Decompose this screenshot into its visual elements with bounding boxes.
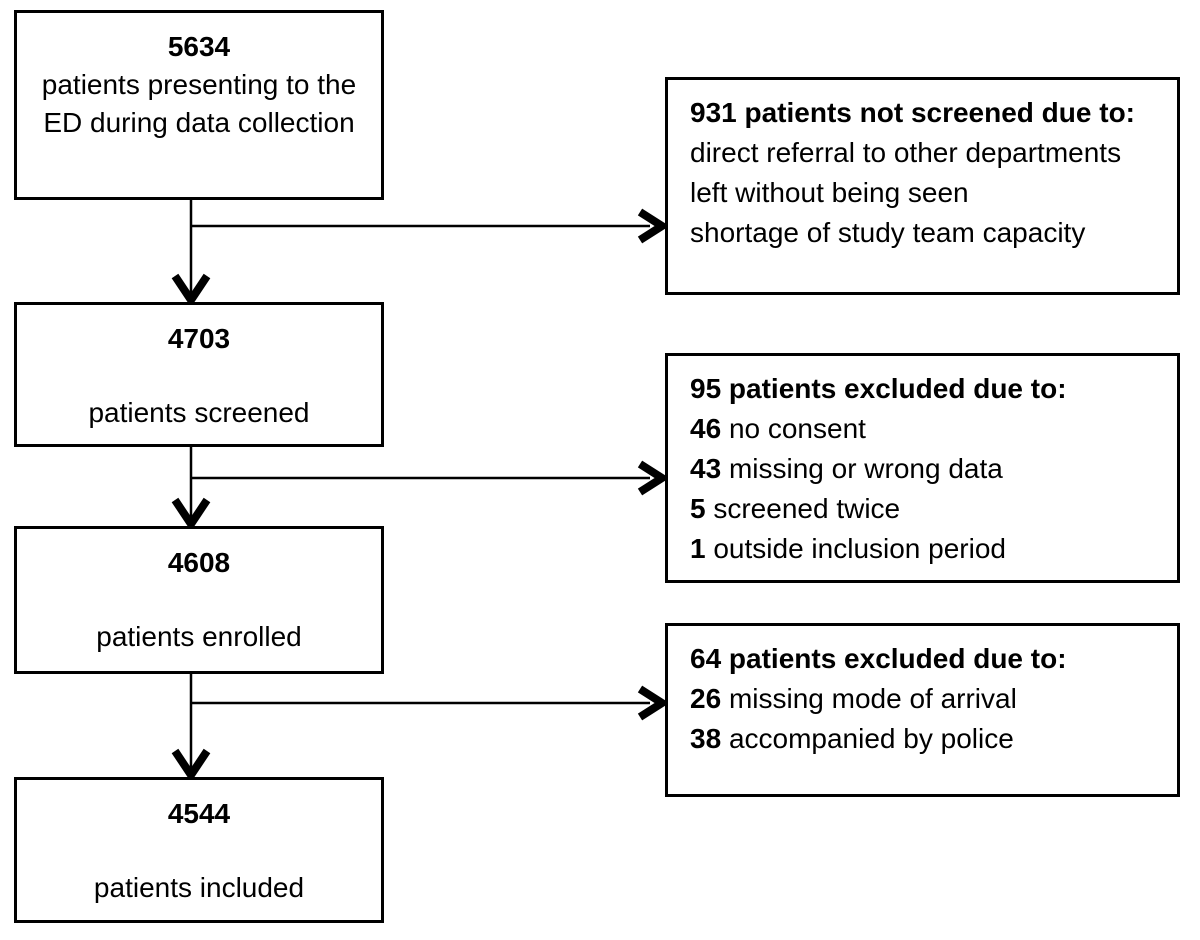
flow-box-label: patients included xyxy=(93,872,305,903)
exclusion-item: 46 no consent xyxy=(690,409,1163,449)
exclusion-header: 931 patients not screened due to: xyxy=(690,97,1135,128)
exclusion-box-excluded-screening: 95 patients excluded due to: 46 no conse… xyxy=(665,353,1180,583)
flow-box-label: patients presenting to the ED during dat… xyxy=(41,69,357,138)
patient-count: 4608 xyxy=(167,547,231,578)
exclusion-item-text: outside inclusion period xyxy=(713,533,1006,564)
exclusion-item: 38 accompanied by police xyxy=(690,719,1163,759)
exclusion-box-excluded-enrollment: 64 patients excluded due to: 26 missing … xyxy=(665,623,1180,797)
arrowhead-down-3 xyxy=(171,748,211,783)
arrowhead-right-1 xyxy=(637,208,670,244)
flow-box-enrolled: 4608 patients enrolled xyxy=(14,526,384,674)
exclusion-item-text: missing mode of arrival xyxy=(728,683,1017,714)
exclusion-header: 64 patients excluded due to: xyxy=(690,643,1067,674)
exclusion-item: 5 screened twice xyxy=(690,489,1163,529)
exclusion-item: 43 missing or wrong data xyxy=(690,449,1163,489)
flow-box-presenting: 5634 patients presenting to the ED durin… xyxy=(14,10,384,200)
exclusion-item-count: 43 xyxy=(690,453,722,484)
exclusion-header: 95 patients excluded due to: xyxy=(690,373,1067,404)
patient-count: 4544 xyxy=(167,798,231,829)
exclusion-item-text: accompanied by police xyxy=(728,723,1014,754)
flow-box-screened: 4703 patients screened xyxy=(14,302,384,447)
patient-count: 4703 xyxy=(167,323,231,354)
flow-box-label: patients screened xyxy=(88,397,310,428)
exclusion-item-count: 38 xyxy=(690,723,722,754)
exclusion-box-not-screened: 931 patients not screened due to: direct… xyxy=(665,77,1180,295)
exclusion-item: shortage of study team capacity xyxy=(690,217,1086,248)
exclusion-item-text: no consent xyxy=(728,413,866,444)
arrowhead-down-1 xyxy=(171,273,211,308)
exclusion-item: left without being seen xyxy=(690,177,969,208)
flow-box-included: 4544 patients included xyxy=(14,777,384,923)
exclusion-item-count: 1 xyxy=(690,533,706,564)
patient-count: 5634 xyxy=(167,31,231,62)
exclusion-item-count: 5 xyxy=(690,493,706,524)
exclusion-item-text: missing or wrong data xyxy=(728,453,1003,484)
arrowhead-down-2 xyxy=(171,497,211,532)
arrowhead-right-2 xyxy=(637,460,670,496)
exclusion-item: 1 outside inclusion period xyxy=(690,529,1163,569)
arrowhead-right-3 xyxy=(637,685,670,721)
exclusion-item-count: 26 xyxy=(690,683,722,714)
exclusion-item-text: screened twice xyxy=(713,493,901,524)
flow-box-label: patients enrolled xyxy=(96,621,302,652)
exclusion-item: direct referral to other departments xyxy=(690,137,1122,168)
exclusion-item-count: 46 xyxy=(690,413,722,444)
exclusion-item: 26 missing mode of arrival xyxy=(690,679,1163,719)
